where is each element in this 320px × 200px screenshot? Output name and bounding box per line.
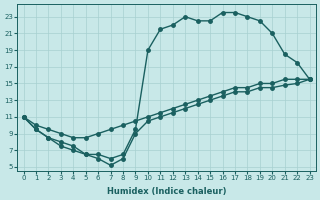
X-axis label: Humidex (Indice chaleur): Humidex (Indice chaleur) — [107, 187, 226, 196]
